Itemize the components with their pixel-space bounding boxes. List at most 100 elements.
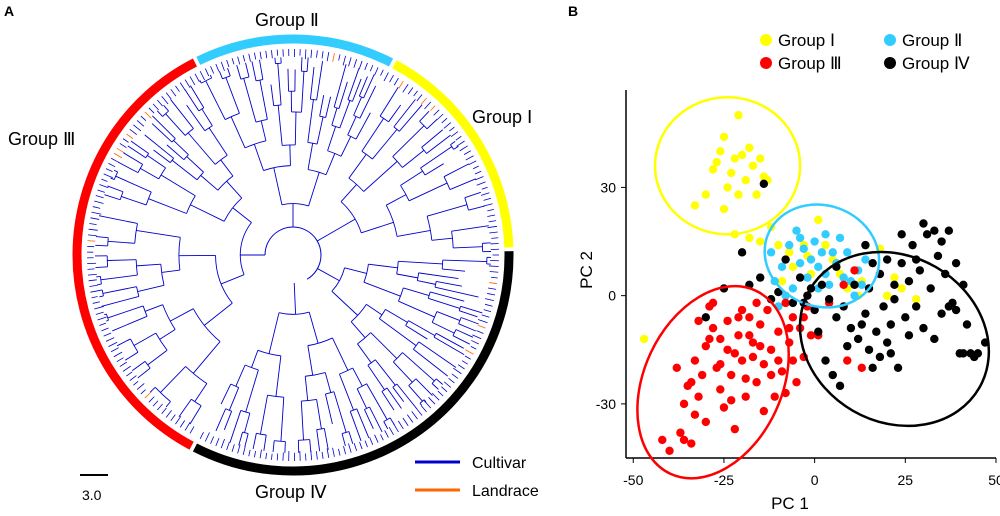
tree-leaf [474,170,482,175]
tree-branch-arc [431,311,438,323]
tree-branch [340,184,357,202]
tree-leaf [441,117,448,124]
tree-branch-arc [256,432,267,436]
point-group-4 [795,273,805,282]
tree-branch [459,310,478,318]
tree-leaf [413,90,418,97]
tree-branch [433,336,465,356]
legend-cultivar-label: Cultivar [472,455,527,472]
tree-branch [482,242,491,244]
tree-leaf [97,316,107,321]
tree-branch-arc [307,169,327,176]
tree-leaf [101,178,108,182]
tree-branch [309,66,315,100]
tree-branch [370,332,398,359]
tree-branch [396,273,418,279]
tree-leaf [424,400,432,409]
tree-leaf [489,231,498,234]
tree-leaf [165,92,172,100]
tree-leaf [364,62,368,71]
tree-branch [186,156,204,173]
tree-leaf [420,97,427,105]
tree-branch [367,364,385,391]
point-group-3 [766,370,776,380]
tree-branch [275,355,282,397]
tree-branch [426,118,438,130]
tree-branch [347,116,357,136]
point-group-4 [962,320,972,329]
tree-arc-group-3 [72,58,197,450]
tree-leaf [226,441,230,451]
tree-branch [163,104,169,112]
point-group-4 [944,226,954,235]
tree-branch [127,145,146,159]
tree-branch [220,159,234,177]
tree-branch [244,413,251,433]
tree-branch [294,111,297,145]
tree-branch [301,71,305,113]
tree-branch [204,302,233,326]
point-group-1 [785,248,794,257]
tree-branch [223,411,233,430]
tree-leaf [310,49,313,58]
tree-leaf [461,360,468,365]
point-group-3 [708,323,718,333]
point-group-3 [737,305,747,315]
point-group-1 [737,150,747,160]
tree-leaf [148,107,155,114]
tree-branch [194,383,208,402]
tree-leaf [126,133,134,139]
tree-leaf [204,432,210,442]
tree-branch [107,185,124,193]
tree-branch [201,108,213,127]
tree-leaf [316,50,318,58]
point-group-4 [824,295,834,304]
point-group-3 [690,356,700,365]
tree-branch [140,168,159,180]
point-group-3 [792,378,801,387]
tree-leaf [488,287,497,290]
tree-arc-group-1 [392,60,514,248]
tree-branch-arc [184,128,194,136]
tree-leaf [416,409,423,416]
tree-branch [190,85,205,108]
tree-branch [98,289,103,292]
tree-branch [100,274,138,281]
point-group-3 [734,331,743,340]
tree-branch [244,433,249,448]
legend-group-3-label: Group Ⅲ [778,54,842,73]
tree-branch [405,325,428,340]
tree-leaf [424,101,432,110]
tree-branch [259,59,264,80]
point-group-2 [799,244,808,253]
tree-branch [136,229,181,238]
tree-branch [468,205,485,211]
point-group-2 [792,226,801,235]
point-group-1 [734,111,743,120]
tree-branch [171,159,198,181]
tree-branch [166,144,185,161]
tree-branch [442,259,487,263]
tree-branch [464,191,481,199]
point-group-4 [843,341,852,351]
x-tick-label: 0 [811,472,819,488]
tree-branch [101,295,139,307]
phylogenetic-tree: Group Ⅰ Group Ⅱ Group Ⅲ Group Ⅳ 3.0 Cult… [8,10,539,503]
tree-leaf [477,324,486,329]
tree-leaf [157,403,163,411]
tree-branch [428,297,461,309]
tree-branch [396,383,418,410]
tree-branch-arc [426,216,433,241]
tree-leaf [475,176,484,181]
tree-branch-arc [398,287,404,302]
point-group-3 [770,392,779,401]
y-axis-label: PC 2 [577,251,596,289]
point-group-3 [748,352,758,362]
tree-branch [268,312,280,354]
point-group-2 [785,240,794,250]
tree-leaf [406,414,414,423]
tree-branch [147,349,168,366]
point-group-4 [868,258,877,268]
tree-leaf [94,306,104,310]
tree-branch [300,57,303,72]
